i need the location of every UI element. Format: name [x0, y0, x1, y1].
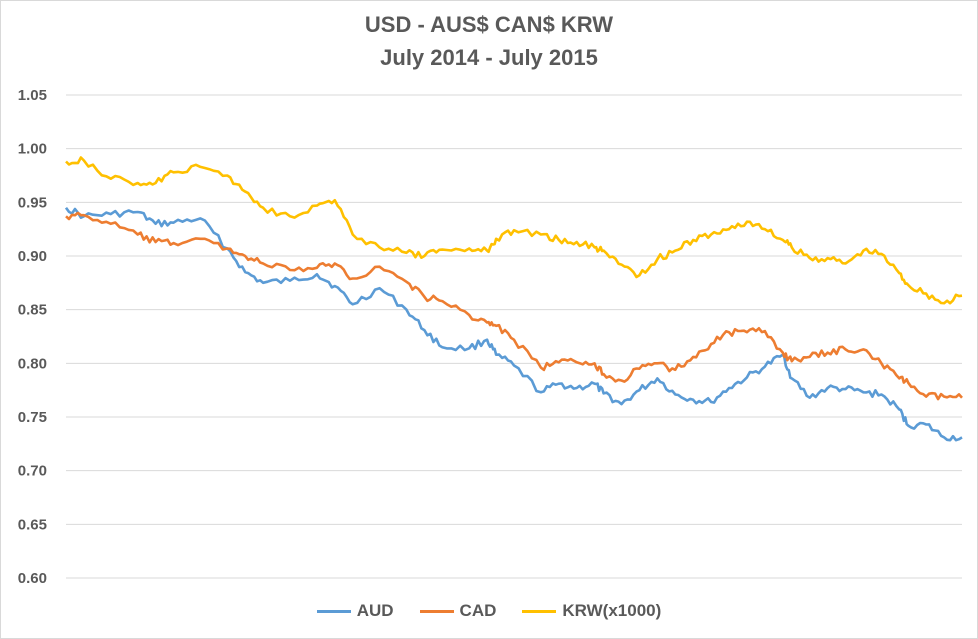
y-tick-label: 1.05 — [18, 87, 47, 104]
legend-swatch-aud — [316, 609, 351, 613]
series-line-cad — [65, 211, 963, 401]
legend-item-krw: KRW(x1000) — [522, 601, 661, 621]
y-tick-label: 0.60 — [18, 570, 47, 587]
series-line-krw-x1000- — [65, 156, 963, 305]
y-tick-label: 0.80 — [18, 355, 47, 372]
legend-label-aud: AUD — [356, 601, 394, 620]
y-tick-label: 0.90 — [18, 248, 47, 265]
y-tick-label: 0.85 — [18, 302, 47, 319]
legend-item-aud: AUD — [316, 601, 394, 621]
legend-label-krw: KRW(x1000) — [562, 601, 662, 620]
series-line-aud — [64, 206, 963, 442]
legend: AUD CAD KRW(x1000) — [0, 601, 978, 621]
chart-subtitle: July 2014 - July 2015 — [380, 45, 598, 70]
y-tick-label: 0.65 — [18, 516, 47, 533]
grid-lines — [66, 94, 962, 579]
legend-label-cad: CAD — [459, 601, 497, 620]
y-tick-label: 0.75 — [18, 409, 47, 426]
y-axis-tick-labels: 0.60 0.65 0.70 0.75 0.80 0.85 0.90 0.95 1.00 1.05 — [18, 87, 47, 587]
chart-title: USD - AUS$ CAN$ KRW — [364, 12, 614, 37]
y-tick-label: 0.70 — [18, 463, 47, 480]
legend-swatch-cad — [419, 609, 454, 613]
legend-swatch-krw — [522, 609, 557, 613]
y-tick-label: 1.00 — [18, 141, 47, 158]
series-lines — [64, 156, 963, 442]
legend-item-cad: CAD — [419, 601, 497, 621]
y-tick-label: 0.95 — [18, 194, 47, 211]
